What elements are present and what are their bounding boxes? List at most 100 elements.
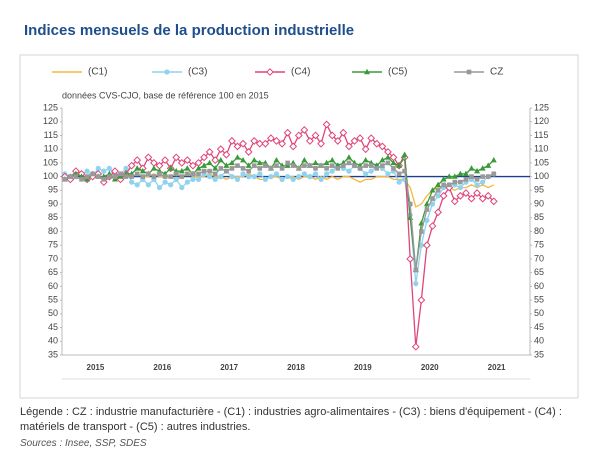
data-point bbox=[479, 165, 486, 171]
data-point bbox=[457, 170, 464, 177]
data-point bbox=[251, 156, 258, 163]
data-point bbox=[139, 167, 146, 174]
y-tick-label: 95 bbox=[48, 185, 58, 195]
data-point bbox=[362, 156, 369, 163]
data-point bbox=[211, 156, 220, 165]
data-point bbox=[480, 174, 485, 179]
data-point bbox=[184, 165, 191, 171]
data-point bbox=[356, 134, 364, 143]
data-point bbox=[245, 162, 252, 168]
legend-marker bbox=[466, 69, 472, 75]
data-point bbox=[329, 168, 335, 174]
y-tick-label: 105 bbox=[43, 157, 58, 167]
data-point bbox=[396, 179, 402, 185]
data-point bbox=[290, 163, 296, 168]
data-point bbox=[218, 174, 224, 180]
data-point bbox=[256, 159, 263, 166]
legend-marker bbox=[164, 69, 170, 75]
data-point bbox=[434, 208, 442, 217]
data-point bbox=[490, 156, 497, 163]
data-point bbox=[200, 153, 208, 162]
data-point bbox=[341, 163, 346, 168]
data-point bbox=[430, 196, 435, 201]
data-point bbox=[363, 163, 368, 168]
data-point bbox=[424, 217, 430, 224]
y2-tick-label: 100 bbox=[534, 171, 549, 181]
data-point bbox=[329, 156, 336, 163]
data-point bbox=[205, 148, 214, 156]
data-point bbox=[240, 171, 246, 177]
y2-tick-label: 115 bbox=[534, 130, 548, 140]
y-tick-label: 45 bbox=[48, 322, 58, 332]
data-point bbox=[244, 148, 253, 156]
data-point bbox=[240, 166, 246, 171]
chart-frame bbox=[19, 54, 579, 399]
data-point bbox=[268, 166, 274, 171]
data-point bbox=[206, 159, 213, 166]
data-point bbox=[278, 139, 287, 148]
data-point bbox=[201, 162, 208, 168]
data-point bbox=[150, 165, 157, 171]
data-point bbox=[262, 176, 268, 182]
data-point bbox=[456, 191, 465, 200]
data-point bbox=[223, 162, 230, 168]
data-point bbox=[68, 174, 73, 179]
data-point bbox=[419, 229, 424, 234]
data-point bbox=[374, 166, 380, 171]
data-point bbox=[106, 165, 112, 171]
data-point bbox=[367, 134, 376, 143]
data-point bbox=[101, 177, 107, 182]
data-point bbox=[274, 163, 279, 168]
data-point bbox=[279, 166, 285, 171]
data-point bbox=[127, 161, 136, 170]
y-tick-label: 55 bbox=[48, 294, 58, 304]
y-tick-label: 90 bbox=[48, 198, 58, 208]
y-tick-label: 120 bbox=[43, 116, 58, 126]
data-point bbox=[380, 163, 385, 168]
data-point bbox=[296, 166, 302, 171]
legend-marker bbox=[266, 68, 274, 76]
data-point bbox=[457, 184, 463, 191]
data-point bbox=[396, 171, 402, 177]
legend-label: (C3) bbox=[188, 67, 207, 78]
data-point bbox=[473, 189, 481, 197]
data-point bbox=[79, 177, 84, 182]
data-point bbox=[346, 168, 352, 174]
data-point bbox=[289, 142, 298, 151]
data-point bbox=[267, 134, 275, 143]
data-point bbox=[179, 174, 185, 179]
data-point bbox=[146, 171, 151, 177]
data-point bbox=[196, 171, 201, 177]
data-point bbox=[235, 163, 240, 168]
y-tick-label: 100 bbox=[43, 171, 58, 181]
data-point bbox=[257, 166, 263, 171]
data-point bbox=[177, 158, 186, 167]
y2-tick-label: 125 bbox=[534, 102, 549, 112]
data-point bbox=[183, 156, 192, 165]
data-point bbox=[172, 153, 181, 162]
data-point bbox=[485, 174, 491, 179]
data-point bbox=[322, 120, 331, 129]
data-point bbox=[440, 176, 447, 182]
data-point bbox=[468, 165, 475, 171]
data-point bbox=[368, 168, 374, 174]
y-tick-label: 60 bbox=[48, 281, 58, 291]
data-point bbox=[229, 174, 235, 180]
data-point bbox=[173, 171, 179, 177]
y2-tick-label: 80 bbox=[534, 226, 544, 236]
data-point bbox=[474, 167, 481, 174]
data-point bbox=[357, 166, 363, 171]
y2-tick-label: 90 bbox=[534, 198, 544, 208]
source: Sources : Insee, SSP, SDES bbox=[20, 438, 147, 449]
data-point bbox=[323, 159, 330, 166]
data-point bbox=[435, 181, 442, 188]
data-point bbox=[318, 176, 324, 182]
data-point bbox=[311, 131, 320, 140]
data-point bbox=[257, 171, 263, 177]
data-point bbox=[184, 179, 190, 185]
x-tick-label: 2021 bbox=[488, 363, 506, 372]
y2-tick-label: 120 bbox=[534, 116, 549, 126]
data-point bbox=[84, 168, 90, 174]
data-point bbox=[156, 184, 163, 191]
